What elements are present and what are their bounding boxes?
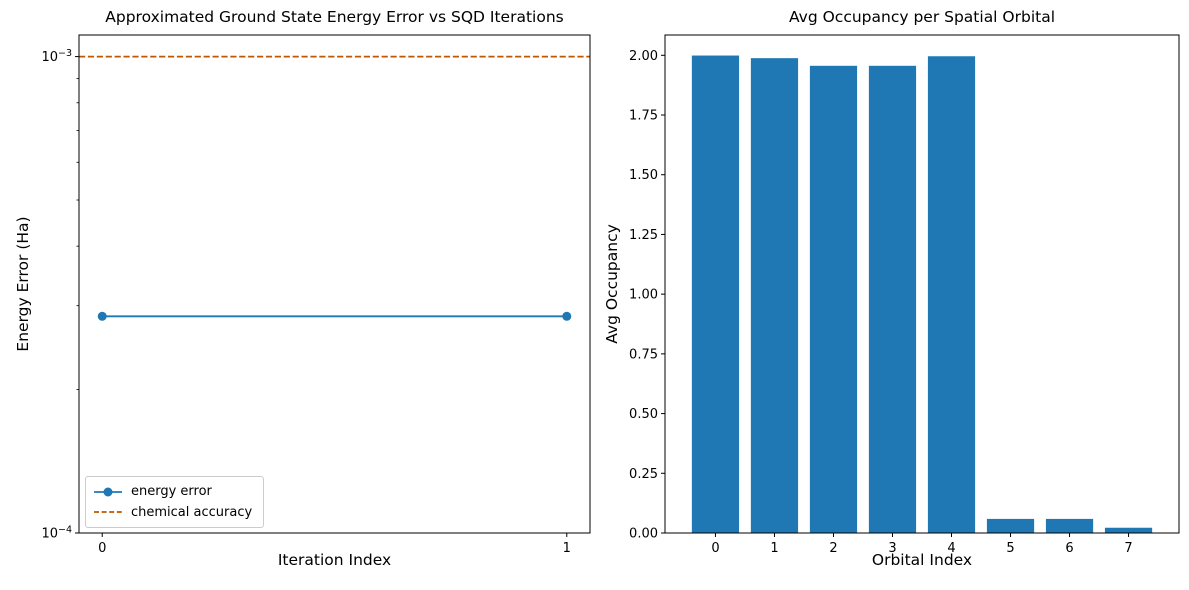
y-tick-label: 10−4 (41, 525, 72, 542)
left-xaxis-label: Iteration Index (277, 551, 392, 569)
x-tick-label: 6 (1065, 541, 1073, 556)
left-yaxis-label: Energy Error (Ha) (14, 216, 32, 352)
energy-error-point (97, 311, 107, 321)
left-plot-area: 0 1 10−3 10−4 (41, 34, 591, 556)
right-plot-area: 0 1 2 3 4 5 6 7 0.00 0.25 0.50 0.75 1.00 1.25 1.50 1.75… (629, 34, 1180, 556)
right-axes-frame (664, 34, 1180, 534)
y-tick-label: 10−3 (41, 48, 72, 65)
bar-5 (986, 518, 1035, 533)
x-tick-label: 1 (770, 541, 778, 556)
y-tick-label: 2.00 (629, 49, 658, 64)
x-tick-label: 3 (888, 541, 896, 556)
bar-2 (809, 65, 858, 533)
energy-error-point (562, 311, 572, 321)
right-yaxis-label: Avg Occupancy (603, 224, 621, 344)
x-tick-label: 0 (711, 541, 719, 556)
left-plot-title: Approximated Ground State Energy Error v… (105, 8, 564, 26)
legend-label-chemical-accuracy: chemical accuracy (131, 504, 253, 520)
x-tick-label: 5 (1006, 541, 1014, 556)
bar-7 (1104, 527, 1153, 533)
x-tick-label: 7 (1124, 541, 1132, 556)
x-tick-label: 2 (829, 541, 837, 556)
y-tick-label: 1.25 (629, 228, 658, 243)
right-xaxis-label: Orbital Index (871, 551, 973, 569)
x-tick-label: 1 (563, 541, 571, 556)
y-tick-label: 1.00 (629, 288, 658, 303)
legend-marker (103, 487, 113, 497)
right-plot-title: Avg Occupancy per Spatial Orbital (788, 8, 1056, 26)
y-tick-label: 1.75 (629, 109, 658, 124)
y-tick-label: 0.50 (629, 407, 658, 422)
bar-4 (927, 56, 976, 533)
left-axes-frame (78, 34, 591, 534)
y-tick-label: 0.25 (629, 467, 658, 482)
bar-1 (750, 58, 799, 534)
energy-error-line-sample-icon (94, 487, 122, 497)
x-tick-label: 0 (98, 541, 106, 556)
chemical-accuracy-dashed-line-sample-icon (94, 511, 122, 514)
bar-6 (1045, 518, 1094, 533)
bar-3 (868, 65, 917, 533)
y-tick-label: 0.00 (629, 527, 658, 542)
y-tick-label: 1.50 (629, 168, 658, 183)
x-tick-label: 4 (947, 541, 955, 556)
legend: energy error chemical accuracy (85, 476, 264, 528)
bar-0 (691, 55, 740, 533)
legend-item-chemical-accuracy: chemical accuracy (93, 505, 257, 520)
legend-label-energy-error: energy error (131, 484, 212, 500)
y-tick-label: 0.75 (629, 347, 658, 362)
legend-item-energy-error: energy error (93, 484, 257, 499)
